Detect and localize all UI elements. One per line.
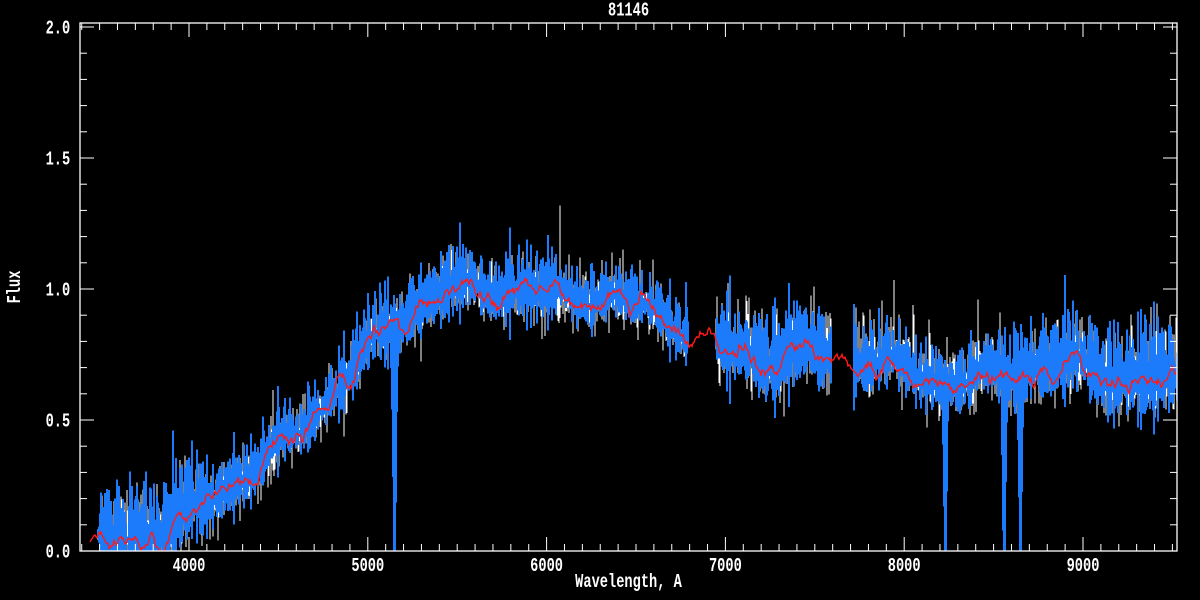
svg-text:9000: 9000 — [1067, 555, 1100, 577]
svg-text:5000: 5000 — [351, 555, 384, 577]
svg-text:0.5: 0.5 — [46, 410, 71, 432]
svg-text:Wavelength, A: Wavelength, A — [575, 571, 682, 593]
svg-text:2.0: 2.0 — [46, 17, 71, 39]
svg-text:6000: 6000 — [530, 555, 563, 577]
svg-text:0.0: 0.0 — [46, 541, 71, 563]
svg-text:8000: 8000 — [888, 555, 921, 577]
svg-text:81146: 81146 — [608, 0, 649, 21]
svg-text:4000: 4000 — [173, 555, 206, 577]
svg-text:Flux: Flux — [4, 271, 26, 304]
svg-text:7000: 7000 — [709, 555, 742, 577]
svg-text:1.0: 1.0 — [46, 279, 71, 301]
svg-text:1.5: 1.5 — [46, 148, 71, 170]
